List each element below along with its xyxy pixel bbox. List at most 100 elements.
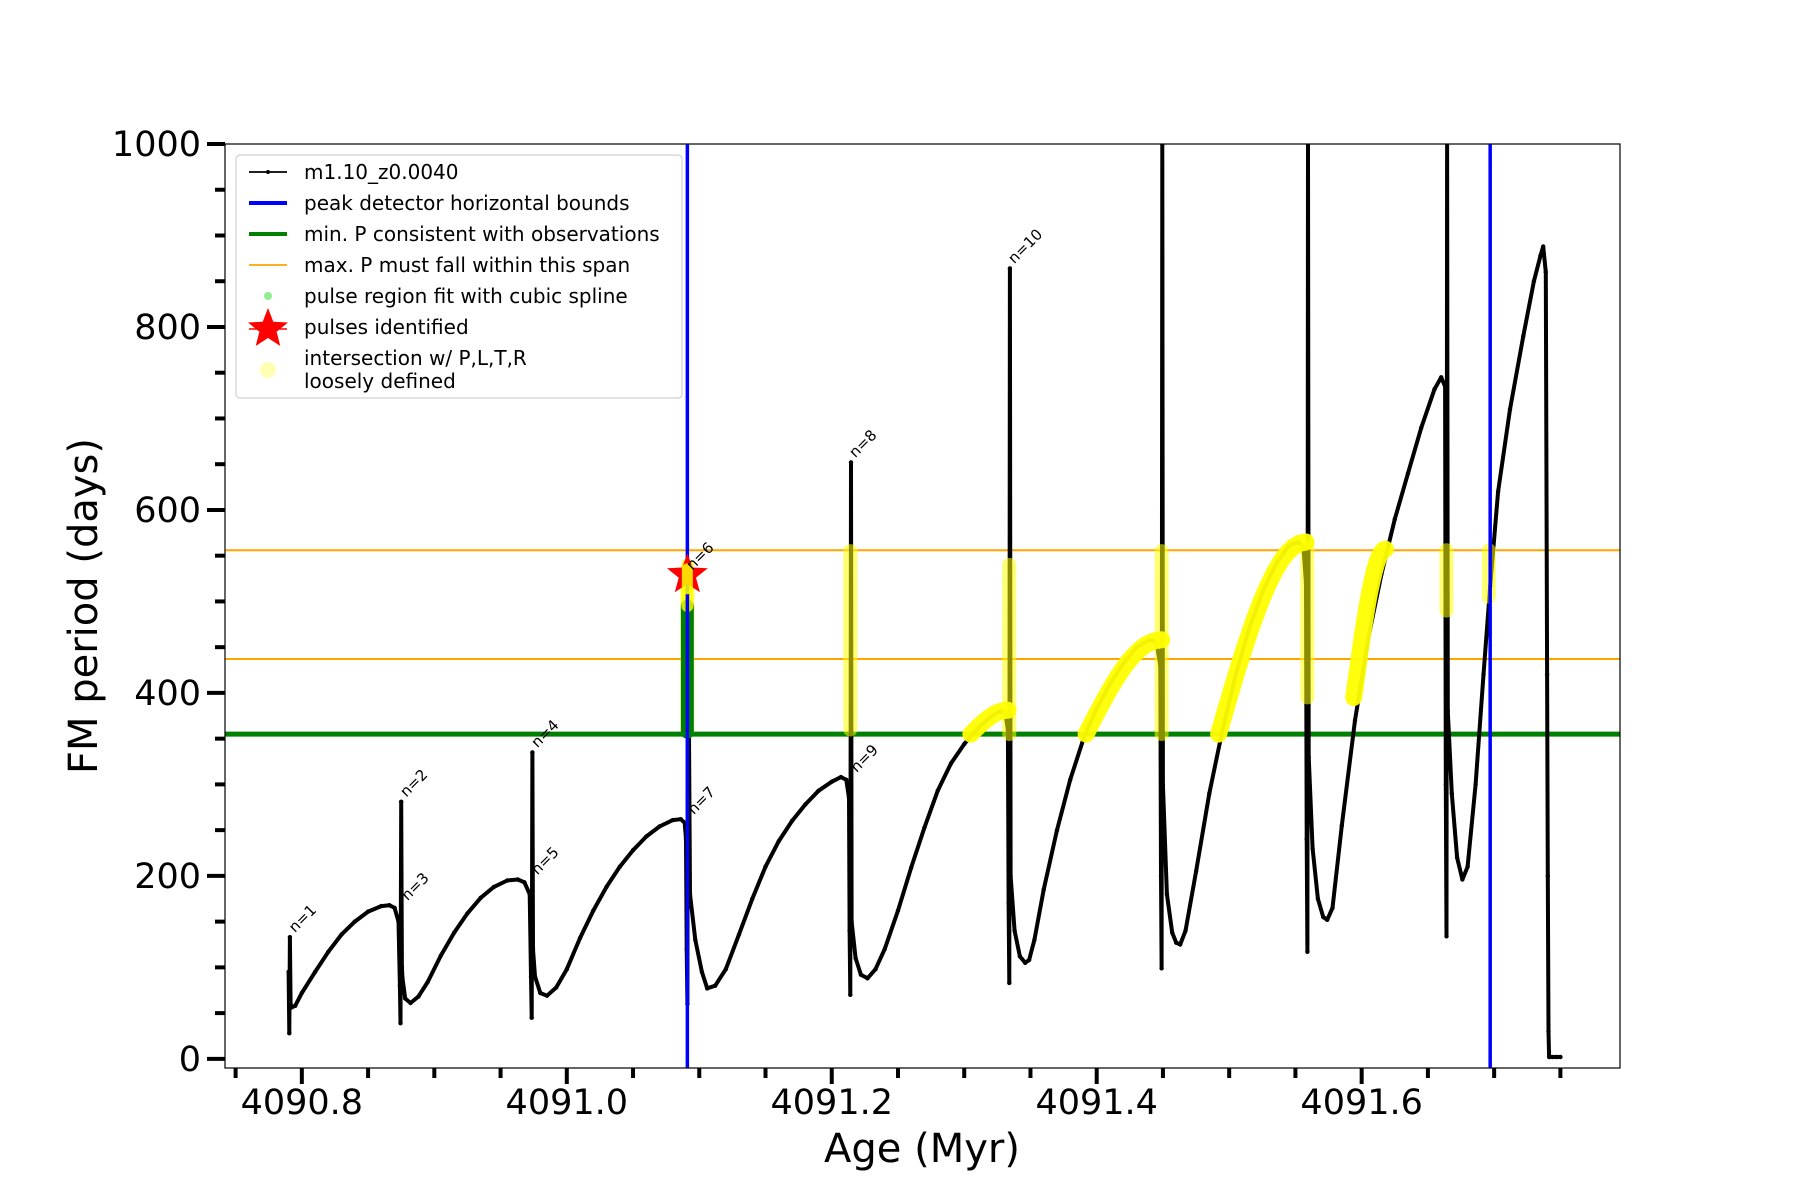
- series-point: [416, 994, 421, 999]
- legend-label: pulses identified: [304, 315, 469, 339]
- y-axis: 0 200 400 600 800 1000: [112, 125, 225, 1080]
- series-point: [1008, 873, 1013, 879]
- series-point: [1439, 375, 1444, 380]
- series-point: [1544, 672, 1550, 677]
- x-tick-label: 4091.4: [1035, 1083, 1157, 1123]
- series-point: [529, 1015, 534, 1020]
- series-point: [1158, 873, 1164, 879]
- series-point: [577, 935, 583, 941]
- series-point: [962, 741, 967, 747]
- series-point: [1546, 1029, 1551, 1034]
- legend-star-icon: [248, 308, 288, 346]
- series-point: [352, 919, 357, 924]
- series-point: [657, 824, 662, 829]
- series-point: [287, 935, 293, 940]
- series-point: [617, 864, 622, 869]
- series-point: [1017, 954, 1023, 959]
- series-point: [829, 779, 834, 784]
- series-point: [750, 896, 755, 901]
- plot-area: n=1n=2n=3n=4n=5n=6n=7n=8n=9n=10: [225, 144, 1620, 1068]
- series-point: [1531, 279, 1537, 284]
- series-point: [1543, 269, 1549, 275]
- series-point: [1538, 253, 1543, 258]
- intersection-arc: [962, 701, 1017, 743]
- series-point: [604, 884, 609, 890]
- series-point: [865, 976, 870, 981]
- series-point: [935, 788, 940, 793]
- intersection-regions: [680, 533, 1496, 743]
- series-point: [339, 932, 344, 937]
- series-point: [713, 983, 718, 988]
- series-point: [299, 990, 304, 996]
- x-tick-label: 4091.2: [771, 1083, 893, 1123]
- series-point: [1419, 425, 1424, 430]
- series-point: [1026, 957, 1032, 963]
- series-point: [1159, 966, 1164, 971]
- series-point: [1550, 1054, 1555, 1060]
- series-point: [678, 817, 683, 822]
- y-tick-label: 600: [134, 491, 201, 531]
- series-point: [816, 788, 821, 793]
- series-point: [438, 953, 444, 958]
- series-point: [478, 895, 483, 900]
- series-point: [425, 979, 430, 985]
- series-point: [452, 930, 457, 935]
- series-point: [1310, 846, 1315, 851]
- series-point: [1454, 855, 1460, 860]
- series-point: [895, 908, 901, 913]
- series-point: [392, 905, 397, 911]
- series-point: [532, 974, 538, 979]
- series-point: [1183, 928, 1188, 933]
- series-point: [400, 976, 405, 981]
- y-axis-label: FM period (days): [61, 438, 107, 774]
- legend-label: loosely defined: [304, 369, 456, 393]
- series-point: [591, 908, 596, 913]
- legend-label: m1.10_z0.0040: [304, 160, 459, 184]
- series-point: [844, 777, 849, 782]
- legend-label: intersection w/ P,L,T,R: [304, 346, 527, 370]
- series-point: [803, 802, 808, 807]
- legend-label: min. P consistent with observations: [304, 222, 660, 246]
- series-point: [1007, 980, 1012, 986]
- series-point: [1473, 782, 1478, 787]
- series-point: [1321, 914, 1326, 920]
- series-point: [544, 993, 550, 998]
- legend-box: [235, 154, 683, 399]
- legend-label: max. P must fall within this span: [304, 253, 630, 277]
- series-point: [399, 965, 405, 970]
- horizontal-reference-lines: [225, 549, 1620, 737]
- y-tick-label: 200: [134, 857, 201, 897]
- intersection-arc: [1345, 540, 1394, 706]
- legend-circle-icon: [260, 362, 276, 378]
- series-point: [1178, 942, 1183, 947]
- series-point: [848, 992, 853, 997]
- series-point: [564, 967, 569, 972]
- series-point: [1541, 244, 1546, 249]
- legend-item: pulse region fit with cubic spline: [264, 284, 628, 308]
- legend-item: pulses identified: [248, 308, 469, 346]
- series-point: [1006, 901, 1011, 906]
- series-point: [858, 972, 864, 977]
- series-point: [1022, 960, 1028, 965]
- legend-item: peak detector horizontal bounds: [249, 191, 630, 215]
- y-tick-label: 800: [134, 308, 201, 348]
- series-point: [693, 937, 698, 943]
- series-point: [1306, 754, 1311, 760]
- series-point: [1193, 869, 1199, 874]
- series-point: [530, 946, 536, 952]
- series-point: [387, 903, 392, 908]
- pulse-label: n=1: [285, 901, 320, 936]
- series-point: [848, 460, 854, 465]
- series-point: [1521, 333, 1526, 339]
- series-point: [1460, 877, 1465, 882]
- series-point: [408, 1000, 413, 1006]
- series-point: [289, 1005, 294, 1010]
- pulses-identified-markers: [666, 553, 708, 595]
- series-point: [853, 956, 858, 961]
- series-point: [882, 946, 887, 952]
- series-point: [789, 818, 795, 824]
- series-point: [736, 932, 742, 937]
- series-point: [312, 969, 318, 975]
